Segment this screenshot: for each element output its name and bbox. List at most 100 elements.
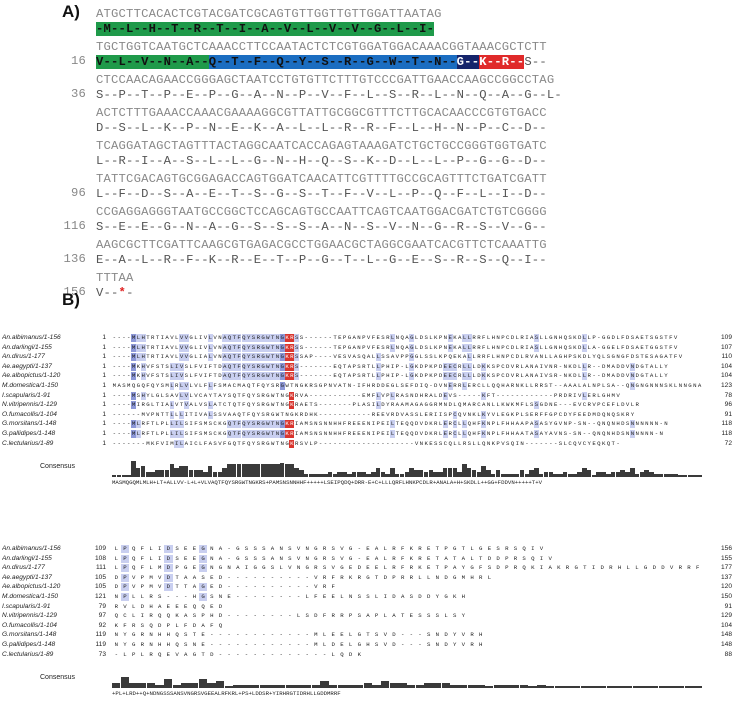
residue: R	[347, 420, 352, 428]
residue: -	[253, 612, 257, 620]
residue: N	[443, 382, 448, 389]
consensus-bar	[442, 468, 448, 478]
residue: F	[203, 439, 208, 447]
consensus-bar	[543, 471, 549, 478]
residue: R	[289, 430, 295, 438]
residue: G	[189, 334, 193, 341]
residue: D	[448, 401, 452, 409]
residue: S	[165, 362, 169, 370]
residue: P	[120, 593, 130, 601]
residue: I	[194, 410, 198, 418]
residue: -	[568, 430, 572, 437]
residue: N	[496, 334, 500, 341]
residue: Q	[601, 430, 606, 437]
residue: -	[338, 391, 342, 399]
residue: L	[169, 372, 175, 381]
consensus-bar	[260, 464, 266, 478]
residue: E	[447, 343, 453, 352]
residue: K	[434, 334, 438, 341]
residue: V	[577, 391, 582, 399]
residue: P	[444, 564, 448, 572]
residue: S	[496, 545, 500, 552]
residue: T	[333, 334, 337, 341]
residue: A	[529, 430, 534, 437]
residue: E	[573, 401, 577, 409]
residue: -	[323, 391, 328, 399]
residue: R	[114, 602, 119, 610]
residue: S	[213, 410, 217, 418]
residue: Q	[241, 334, 247, 342]
end-position: 155	[720, 554, 732, 562]
residue: S	[199, 420, 203, 428]
residue: L	[601, 382, 606, 389]
residue: S	[256, 401, 260, 409]
consensus-bar	[323, 473, 328, 478]
residue: L	[577, 362, 582, 370]
residue: P	[309, 353, 313, 361]
residue: E	[386, 382, 390, 389]
residue: N	[630, 382, 635, 390]
residue: I	[539, 554, 544, 562]
residue: I	[525, 334, 529, 341]
residue: L	[487, 573, 492, 581]
residue: P	[120, 545, 130, 553]
residue: H	[479, 641, 483, 648]
consensus-bar	[510, 473, 515, 478]
residue: -	[333, 410, 337, 418]
residue: E	[447, 382, 453, 390]
residue: W	[265, 362, 271, 371]
residue: F	[146, 420, 150, 428]
residue: V	[501, 439, 505, 447]
residue: C	[582, 401, 587, 409]
residue: K	[284, 343, 290, 352]
consensus-bar	[389, 682, 399, 689]
species-name: C.lectularius/1-89	[2, 650, 54, 658]
residue: S	[534, 430, 539, 438]
residue: -	[112, 391, 117, 399]
residue: T	[275, 401, 280, 409]
residue: H	[386, 372, 390, 380]
residue: P	[491, 420, 496, 428]
residue: F	[194, 372, 198, 380]
residue: W	[265, 343, 271, 352]
residue: W	[265, 334, 271, 342]
residue: C	[452, 362, 458, 371]
residue: L	[453, 439, 457, 447]
residue: K	[520, 382, 524, 389]
residue: -	[270, 612, 275, 620]
residue: W	[285, 382, 289, 389]
residue: L	[587, 353, 591, 361]
residue: A	[201, 621, 205, 629]
residue: N	[467, 410, 472, 418]
residue: N	[606, 430, 611, 437]
residue: S	[534, 401, 539, 410]
residue: T	[664, 334, 668, 341]
residue: Y	[246, 353, 252, 362]
residue: -	[520, 391, 524, 399]
residue: T	[461, 545, 466, 552]
residue: K	[424, 439, 428, 447]
residue: F	[477, 420, 481, 428]
residue: K	[669, 382, 673, 389]
species-name: Ae.aegypti/1-137	[2, 362, 52, 370]
residue: -	[549, 439, 553, 447]
consensus-bar	[251, 464, 256, 478]
residue: R	[299, 410, 304, 418]
end-position: 118	[721, 420, 732, 428]
residue: N	[314, 430, 318, 437]
residue: E	[400, 420, 404, 428]
residue: Q	[405, 430, 409, 437]
residue: A	[553, 353, 558, 361]
residue: T	[270, 362, 276, 371]
residue: N	[501, 353, 505, 361]
residue: Y	[146, 391, 150, 399]
residue: -	[227, 545, 231, 552]
residue: S	[625, 420, 630, 428]
residue: -	[236, 573, 240, 581]
residue: L	[453, 401, 457, 409]
residue: M	[203, 420, 208, 428]
residue: -	[305, 650, 309, 658]
residue: A	[189, 401, 193, 409]
residue: Q	[246, 439, 251, 447]
residue: V	[183, 401, 189, 410]
